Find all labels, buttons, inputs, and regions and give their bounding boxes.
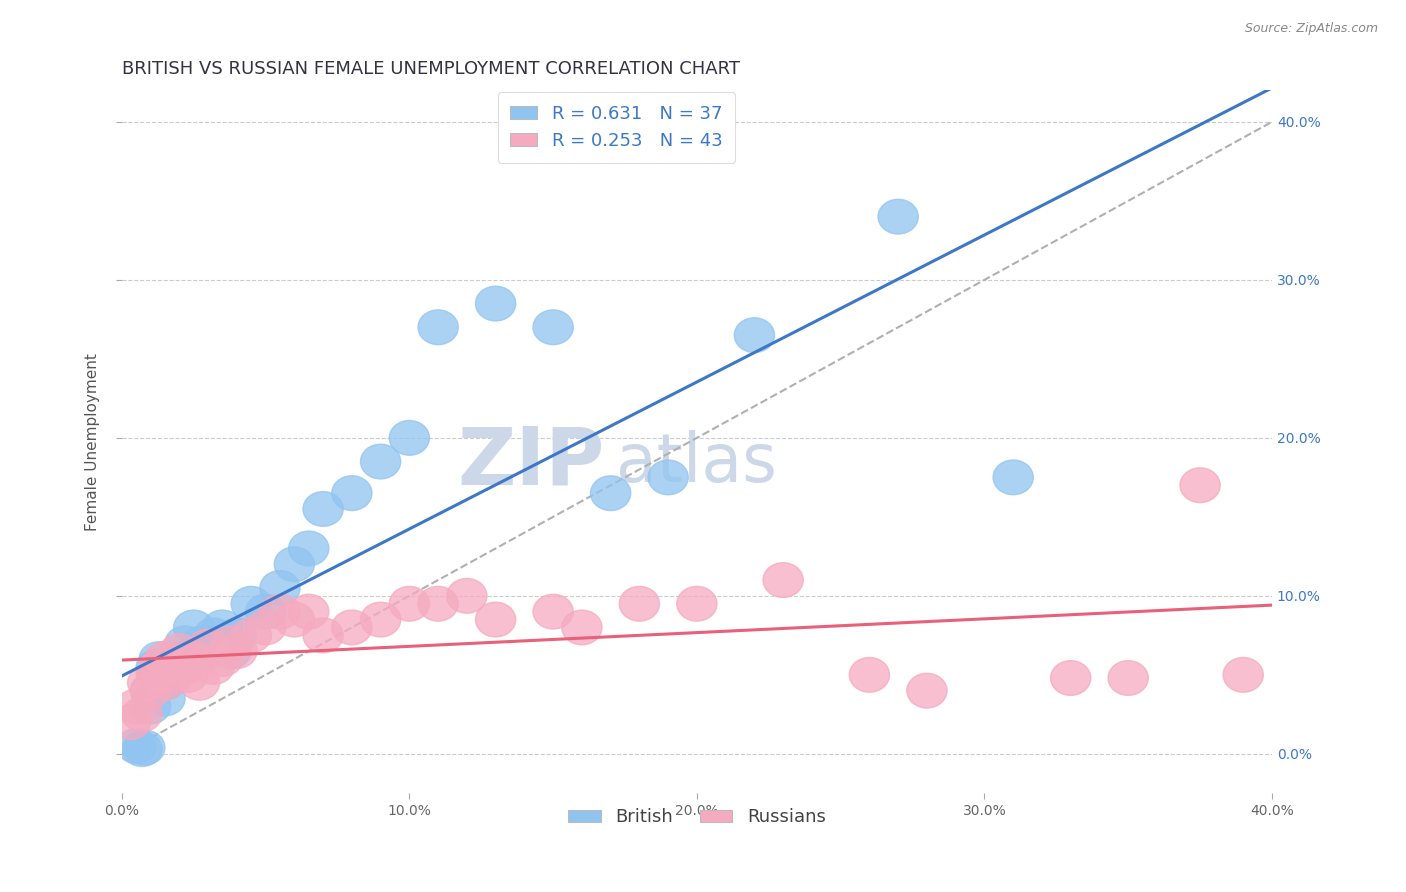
Ellipse shape bbox=[993, 460, 1033, 495]
Ellipse shape bbox=[188, 629, 228, 664]
Ellipse shape bbox=[180, 665, 219, 700]
Text: Source: ZipAtlas.com: Source: ZipAtlas.com bbox=[1244, 22, 1378, 36]
Ellipse shape bbox=[475, 602, 516, 637]
Ellipse shape bbox=[173, 641, 214, 676]
Text: BRITISH VS RUSSIAN FEMALE UNEMPLOYMENT CORRELATION CHART: BRITISH VS RUSSIAN FEMALE UNEMPLOYMENT C… bbox=[122, 60, 740, 78]
Ellipse shape bbox=[217, 618, 257, 653]
Text: atlas: atlas bbox=[616, 430, 778, 496]
Ellipse shape bbox=[1050, 661, 1091, 696]
Ellipse shape bbox=[145, 681, 186, 716]
Ellipse shape bbox=[849, 657, 890, 692]
Ellipse shape bbox=[128, 665, 167, 700]
Ellipse shape bbox=[173, 641, 214, 676]
Ellipse shape bbox=[360, 444, 401, 479]
Ellipse shape bbox=[533, 594, 574, 629]
Ellipse shape bbox=[246, 610, 285, 645]
Ellipse shape bbox=[150, 657, 191, 692]
Ellipse shape bbox=[131, 673, 170, 708]
Ellipse shape bbox=[159, 641, 200, 676]
Ellipse shape bbox=[260, 571, 299, 606]
Ellipse shape bbox=[246, 594, 285, 629]
Ellipse shape bbox=[288, 531, 329, 566]
Text: ZIP: ZIP bbox=[457, 424, 605, 502]
Ellipse shape bbox=[418, 310, 458, 344]
Ellipse shape bbox=[1108, 661, 1149, 696]
Ellipse shape bbox=[131, 690, 170, 723]
Legend: British, Russians: British, Russians bbox=[561, 801, 832, 833]
Ellipse shape bbox=[194, 649, 233, 684]
Ellipse shape bbox=[260, 594, 299, 629]
Ellipse shape bbox=[122, 697, 162, 731]
Ellipse shape bbox=[231, 586, 271, 621]
Ellipse shape bbox=[734, 318, 775, 352]
Ellipse shape bbox=[173, 610, 214, 645]
Ellipse shape bbox=[591, 475, 631, 510]
Ellipse shape bbox=[167, 657, 208, 692]
Ellipse shape bbox=[302, 491, 343, 526]
Ellipse shape bbox=[877, 199, 918, 234]
Ellipse shape bbox=[117, 690, 156, 723]
Ellipse shape bbox=[418, 586, 458, 621]
Ellipse shape bbox=[648, 460, 689, 495]
Ellipse shape bbox=[217, 634, 257, 668]
Ellipse shape bbox=[231, 618, 271, 653]
Ellipse shape bbox=[202, 641, 243, 676]
Ellipse shape bbox=[274, 602, 315, 637]
Ellipse shape bbox=[475, 286, 516, 321]
Ellipse shape bbox=[145, 641, 186, 676]
Ellipse shape bbox=[165, 649, 205, 684]
Ellipse shape bbox=[211, 626, 252, 661]
Ellipse shape bbox=[1223, 657, 1264, 692]
Ellipse shape bbox=[139, 641, 180, 676]
Ellipse shape bbox=[131, 673, 170, 708]
Ellipse shape bbox=[1180, 468, 1220, 502]
Ellipse shape bbox=[165, 626, 205, 661]
Ellipse shape bbox=[136, 649, 177, 684]
Ellipse shape bbox=[676, 586, 717, 621]
Ellipse shape bbox=[562, 610, 602, 645]
Ellipse shape bbox=[188, 634, 228, 668]
Y-axis label: Female Unemployment: Female Unemployment bbox=[86, 353, 100, 531]
Ellipse shape bbox=[159, 634, 200, 668]
Ellipse shape bbox=[136, 657, 177, 692]
Ellipse shape bbox=[288, 594, 329, 629]
Ellipse shape bbox=[389, 420, 429, 455]
Ellipse shape bbox=[145, 665, 186, 700]
Ellipse shape bbox=[332, 475, 373, 510]
Ellipse shape bbox=[202, 610, 243, 645]
Ellipse shape bbox=[194, 618, 233, 653]
Ellipse shape bbox=[183, 626, 222, 661]
Ellipse shape bbox=[533, 310, 574, 344]
Ellipse shape bbox=[139, 649, 180, 684]
Ellipse shape bbox=[360, 602, 401, 637]
Ellipse shape bbox=[332, 610, 373, 645]
Ellipse shape bbox=[619, 586, 659, 621]
Ellipse shape bbox=[125, 731, 165, 765]
Ellipse shape bbox=[117, 729, 156, 764]
Ellipse shape bbox=[110, 705, 150, 739]
Ellipse shape bbox=[211, 634, 252, 668]
Ellipse shape bbox=[122, 731, 162, 766]
Ellipse shape bbox=[145, 665, 186, 700]
Ellipse shape bbox=[447, 579, 486, 613]
Ellipse shape bbox=[389, 586, 429, 621]
Ellipse shape bbox=[302, 618, 343, 653]
Ellipse shape bbox=[274, 547, 315, 582]
Ellipse shape bbox=[153, 657, 194, 692]
Ellipse shape bbox=[907, 673, 948, 708]
Ellipse shape bbox=[763, 563, 803, 598]
